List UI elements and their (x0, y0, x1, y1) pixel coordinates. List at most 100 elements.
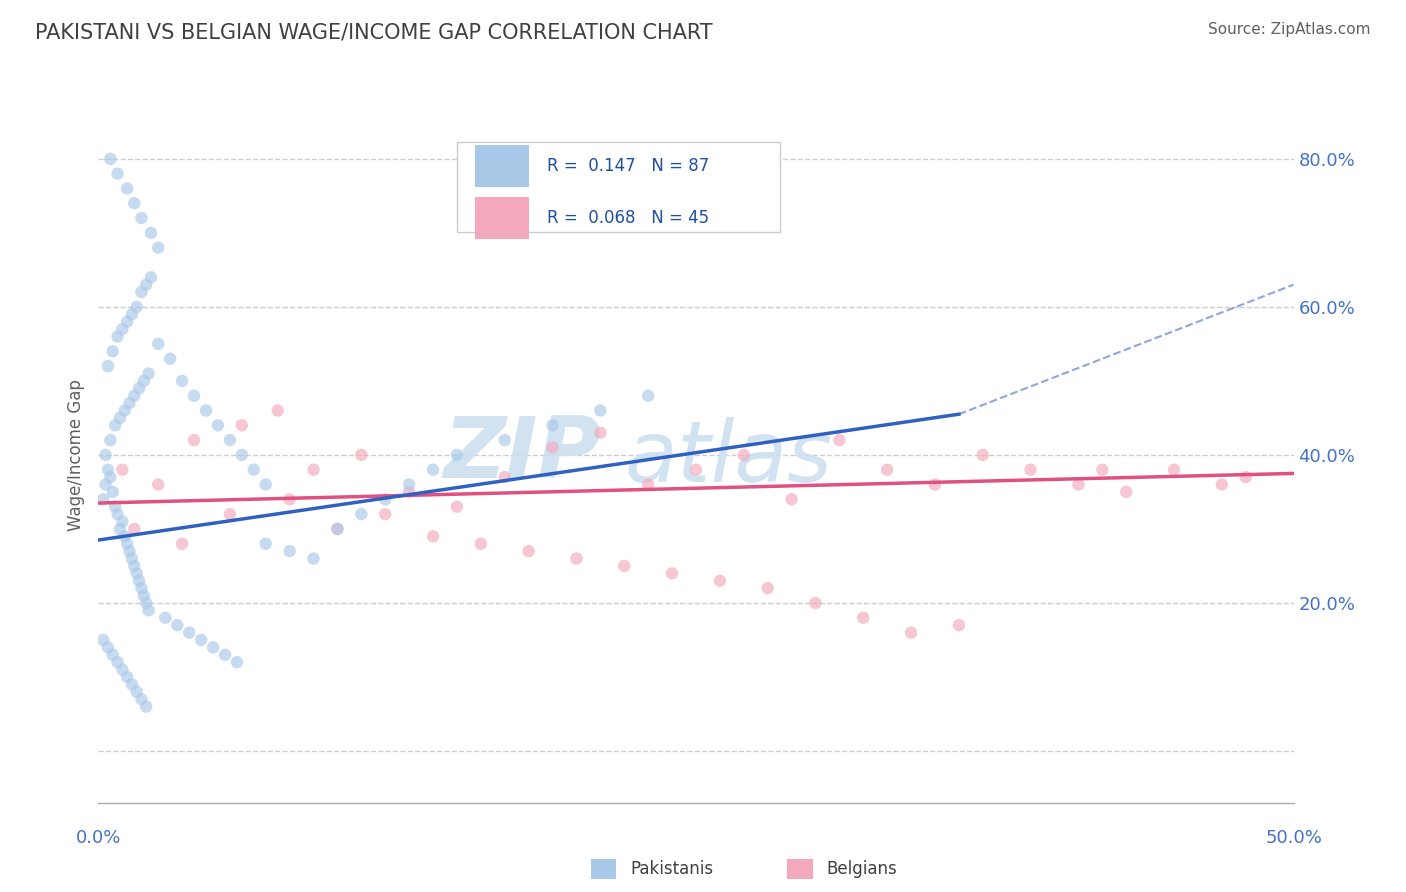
Point (183, 433, 205, 447)
Point (350, 448, 373, 462)
Point (148, 477, 170, 491)
Point (111, 463, 134, 477)
Point (326, 522, 349, 536)
Point (104, 500, 127, 514)
Point (111, 515, 134, 529)
Point (97, 359, 120, 373)
Text: Belgians: Belgians (827, 860, 897, 878)
Point (589, 403, 612, 417)
Point (131, 285, 153, 299)
Point (374, 507, 396, 521)
Point (804, 596, 827, 610)
FancyBboxPatch shape (457, 142, 780, 232)
Point (121, 677, 143, 691)
Point (1163, 463, 1185, 477)
Point (517, 544, 540, 558)
Point (124, 389, 146, 403)
Point (101, 648, 124, 662)
Point (115, 315, 138, 329)
Point (107, 507, 129, 521)
Point (98, 433, 122, 447)
Point (190, 632, 212, 647)
Point (214, 648, 236, 662)
Point (326, 522, 349, 536)
Point (302, 463, 325, 477)
Point (139, 270, 162, 285)
Point (131, 581, 153, 595)
Point (128, 381, 150, 395)
Point (108, 522, 131, 536)
Point (243, 463, 266, 477)
Point (148, 241, 170, 255)
Point (194, 403, 218, 417)
Point (207, 418, 229, 433)
Text: PAKISTANI VS BELGIAN WAGE/INCOME GAP CORRELATION CHART: PAKISTANI VS BELGIAN WAGE/INCOME GAP COR… (35, 22, 713, 42)
FancyBboxPatch shape (475, 197, 529, 239)
Point (124, 196, 146, 211)
Point (128, 574, 150, 588)
Point (1211, 477, 1233, 491)
Point (924, 477, 946, 491)
Point (756, 581, 779, 595)
Text: ZIP: ZIP (443, 413, 600, 497)
Point (132, 589, 155, 603)
Point (231, 418, 253, 433)
Point (115, 670, 138, 684)
Point (733, 448, 755, 462)
Point (135, 277, 157, 292)
Point (422, 529, 444, 543)
Point (125, 685, 148, 699)
FancyBboxPatch shape (475, 145, 529, 187)
Point (278, 492, 301, 507)
Point (254, 537, 277, 551)
Point (132, 374, 155, 388)
Point (828, 433, 851, 447)
Point (114, 529, 136, 543)
Point (541, 441, 564, 455)
Point (1234, 470, 1257, 484)
Point (219, 433, 242, 447)
Point (1091, 463, 1114, 477)
Point (202, 640, 225, 655)
Point (135, 699, 157, 714)
Text: R =  0.147   N = 87: R = 0.147 N = 87 (547, 157, 709, 175)
Point (900, 625, 922, 640)
Point (589, 425, 612, 440)
Point (876, 463, 898, 477)
Point (1115, 484, 1137, 499)
Point (852, 611, 875, 625)
Point (101, 344, 124, 359)
Point (131, 692, 153, 706)
Point (267, 403, 290, 417)
Point (972, 448, 994, 462)
Point (661, 566, 683, 581)
Point (1067, 477, 1090, 491)
Point (254, 477, 277, 491)
Text: R =  0.068   N = 45: R = 0.068 N = 45 (547, 210, 709, 227)
Point (226, 655, 249, 669)
Point (494, 433, 516, 447)
Point (231, 448, 253, 462)
Point (101, 484, 124, 499)
Point (398, 477, 420, 491)
Text: Pakistanis: Pakistanis (630, 860, 713, 878)
Text: 0.0%: 0.0% (76, 829, 121, 847)
Point (131, 211, 153, 225)
Point (948, 618, 970, 632)
Text: atlas: atlas (624, 417, 832, 500)
Point (183, 389, 205, 403)
Point (135, 596, 157, 610)
Point (124, 522, 146, 536)
Point (148, 337, 170, 351)
Point (97, 640, 120, 655)
Point (565, 551, 588, 566)
Point (114, 403, 136, 417)
Point (613, 558, 636, 573)
Point (139, 226, 162, 240)
Point (166, 618, 188, 632)
Point (118, 396, 141, 410)
Point (111, 322, 134, 336)
Point (98, 470, 122, 484)
Point (94, 477, 117, 491)
Point (350, 507, 373, 521)
